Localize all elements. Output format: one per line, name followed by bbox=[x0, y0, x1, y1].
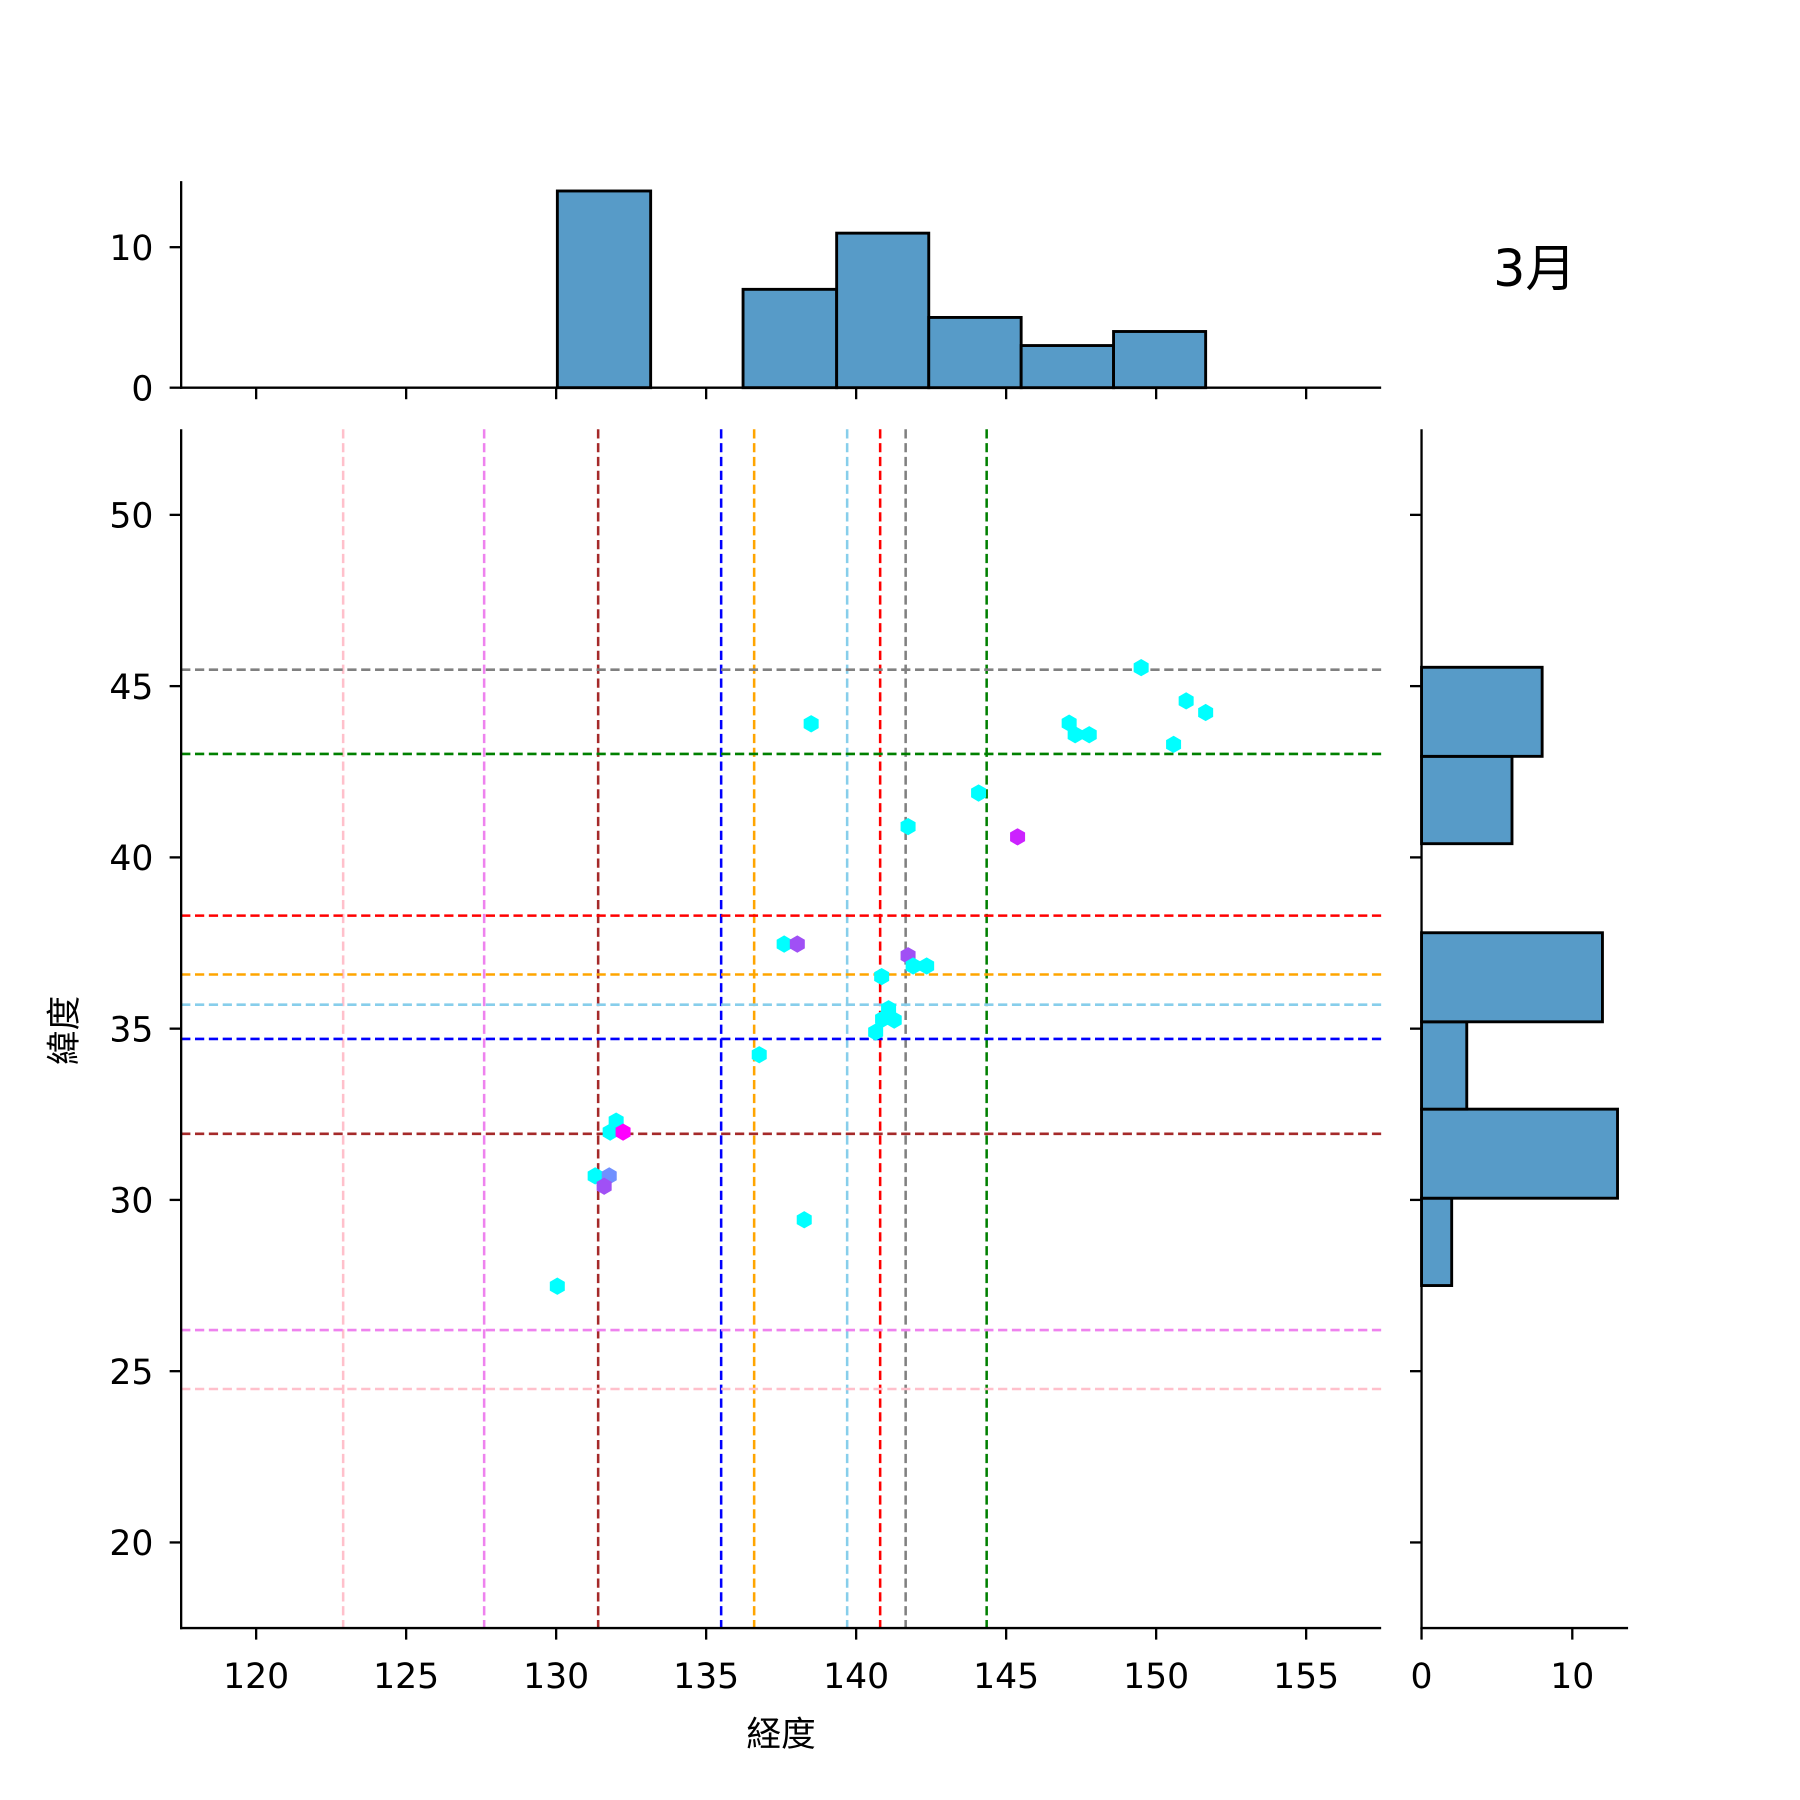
data-point bbox=[900, 817, 916, 836]
top-hist-bar bbox=[741, 287, 839, 390]
x-tick-label: 125 bbox=[373, 1657, 439, 1697]
data-point bbox=[789, 935, 805, 953]
top-hist-y-tick-label: 0 bbox=[131, 369, 153, 409]
y-tick-label: 35 bbox=[109, 1010, 153, 1050]
x-tick-label: 145 bbox=[973, 1657, 1039, 1697]
top-hist-bar bbox=[835, 231, 931, 390]
y-axis-label: 緯度 bbox=[45, 996, 85, 1065]
data-point bbox=[615, 1123, 631, 1141]
data-point bbox=[971, 784, 987, 802]
right-hist-bar bbox=[1420, 754, 1514, 846]
data-point bbox=[919, 957, 935, 975]
data-point bbox=[905, 957, 921, 975]
y-tick-label: 50 bbox=[109, 497, 153, 537]
x-tick-label: 155 bbox=[1273, 1657, 1339, 1697]
right-hist-x-tick-label: 10 bbox=[1550, 1657, 1594, 1697]
data-point bbox=[1010, 828, 1026, 846]
x-tick-label: 120 bbox=[223, 1657, 289, 1697]
data-point bbox=[886, 1011, 902, 1029]
chart-title: 3月 bbox=[1493, 239, 1576, 298]
right-hist-bar bbox=[1420, 665, 1544, 758]
top-hist-bar bbox=[555, 189, 653, 390]
top-hist-bar bbox=[1112, 330, 1208, 390]
data-point bbox=[874, 967, 890, 986]
x-tick-label: 130 bbox=[523, 1657, 589, 1697]
top-hist-bar bbox=[927, 315, 1023, 390]
data-point bbox=[796, 1211, 812, 1229]
x-tick-label: 135 bbox=[673, 1657, 739, 1697]
data-point bbox=[1198, 703, 1214, 722]
right-histogram bbox=[1420, 665, 1619, 1287]
right-hist-bar bbox=[1420, 1196, 1454, 1287]
data-point bbox=[751, 1046, 767, 1064]
y-tick-label: 30 bbox=[109, 1182, 153, 1222]
right-hist-x-tick-label: 0 bbox=[1411, 1657, 1433, 1697]
data-point bbox=[776, 935, 792, 953]
x-tick-label: 140 bbox=[823, 1657, 889, 1697]
top-histogram bbox=[555, 189, 1208, 390]
data-point bbox=[1166, 735, 1182, 753]
data-point bbox=[549, 1277, 565, 1295]
top-hist-y-tick-label: 10 bbox=[109, 229, 153, 269]
y-tick-label: 40 bbox=[109, 839, 153, 879]
reference-lines bbox=[181, 429, 1382, 1629]
data-point bbox=[1067, 726, 1083, 744]
data-point bbox=[596, 1177, 612, 1195]
top-hist-bar bbox=[1019, 344, 1115, 390]
right-hist-bar bbox=[1420, 931, 1604, 1024]
right-hist-bar bbox=[1420, 1107, 1619, 1200]
data-point bbox=[587, 1167, 603, 1185]
data-point bbox=[1178, 692, 1194, 710]
right-hist-bar bbox=[1420, 1020, 1469, 1111]
y-tick-label: 25 bbox=[109, 1353, 153, 1393]
x-tick-label: 150 bbox=[1123, 1657, 1189, 1697]
y-tick-label: 20 bbox=[109, 1524, 153, 1564]
x-axis-label: 経度 bbox=[747, 1715, 816, 1755]
y-tick-label: 45 bbox=[109, 668, 153, 708]
data-point bbox=[1081, 726, 1097, 744]
data-point bbox=[1133, 658, 1149, 677]
data-point bbox=[803, 715, 819, 733]
data-point bbox=[868, 1023, 884, 1041]
axes: 120 125 130 135 140 145 150 155 20 25 30 35 40 45 50 0 1… bbox=[109, 181, 1629, 1697]
scatter-points bbox=[549, 658, 1214, 1295]
